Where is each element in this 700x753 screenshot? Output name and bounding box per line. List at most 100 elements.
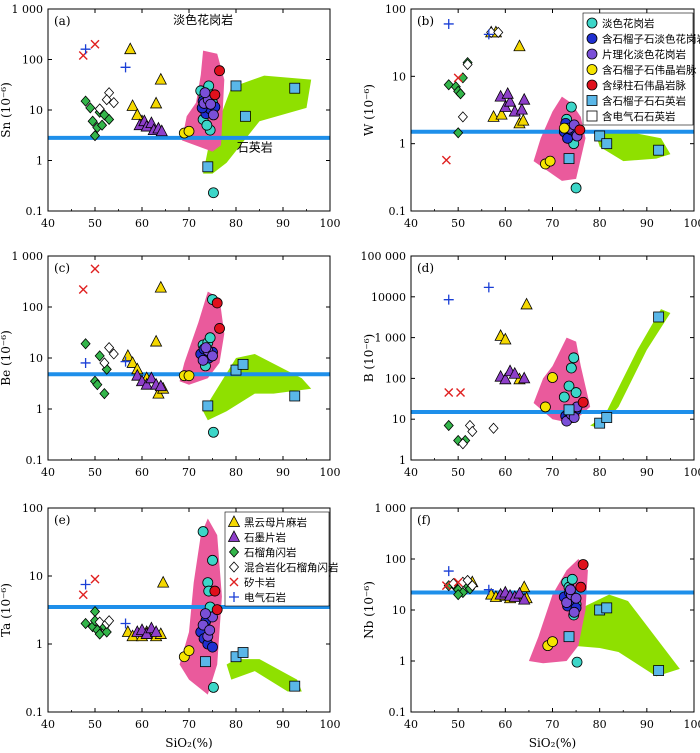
data-point-square <box>601 412 613 423</box>
x-tick-label: 100 <box>320 718 341 731</box>
quartzite-field <box>226 659 302 692</box>
leucogranite-field <box>179 291 225 385</box>
legend-marker-circle <box>586 48 598 60</box>
y-tick-label: 10 <box>29 352 43 365</box>
legend-marker-circle <box>586 17 598 29</box>
x-tick-label: 40 <box>41 466 55 479</box>
data-point-diamond <box>80 617 91 630</box>
data-point-diamond <box>488 422 499 434</box>
data-point-circle <box>563 380 575 392</box>
legend-box <box>224 511 330 607</box>
data-point-diamond <box>101 626 112 638</box>
x-tick-label: 90 <box>276 466 290 479</box>
data-point-diamond <box>443 419 454 432</box>
data-point-square <box>230 364 242 376</box>
data-point-circle <box>204 624 216 636</box>
quartzite-field <box>595 129 671 162</box>
data-point-diamond <box>99 388 110 400</box>
plot-area <box>48 518 330 695</box>
x-tick-label: 80 <box>229 466 243 479</box>
data-point-square <box>239 110 251 122</box>
data-point-diamond <box>457 438 468 450</box>
data-point-circle <box>183 645 195 656</box>
y-tick-label: 10 <box>29 104 43 117</box>
legend-label: 含石榴子石淡色花岗岩 <box>602 33 700 46</box>
legend-label: 石墨片岩 <box>244 531 286 544</box>
data-point-circle <box>208 426 219 438</box>
data-point-plus <box>120 618 131 629</box>
data-point-circle <box>183 370 195 382</box>
data-point-circle <box>540 401 551 413</box>
x-tick-label: 50 <box>88 718 102 731</box>
data-point-circle <box>201 119 213 131</box>
y-tick-label: 1 000 <box>375 502 407 515</box>
data-point-diamond <box>87 115 98 127</box>
panel-label: (b) <box>417 14 434 28</box>
data-point-diamond <box>101 94 112 106</box>
chart-panel-3: 40 50 60 70 80 90 100 0.1 1 10 100 1 000 (c) Be (10⁻⁶… <box>0 250 341 479</box>
panel-label: (a) <box>54 14 71 28</box>
x-tick-label: 80 <box>593 466 607 479</box>
y-tick-label: 1 000 <box>12 250 44 263</box>
data-point-x <box>444 388 454 398</box>
data-point-diamond <box>99 357 110 369</box>
x-tick-label: 90 <box>640 466 654 479</box>
y-tick-label: 100 000 <box>361 250 407 263</box>
data-point-circle <box>547 372 558 383</box>
data-point-circle <box>205 98 217 110</box>
x-tick-label: 60 <box>498 718 512 731</box>
quartzite-field <box>203 354 312 421</box>
data-point-square <box>289 390 301 402</box>
x-tick-label: 70 <box>546 718 560 731</box>
data-point-circle <box>571 656 583 668</box>
legend-marker-diamond <box>228 561 240 573</box>
panel-label: (c) <box>54 261 70 275</box>
data-point-triangle <box>518 580 531 593</box>
x-tick-label: 60 <box>135 217 149 230</box>
data-point-square <box>653 665 665 676</box>
plot-area <box>411 559 694 677</box>
y-tick-label: 10 <box>392 604 406 617</box>
y-tick-label: 1 000 <box>375 332 407 345</box>
data-point-square <box>237 647 249 658</box>
data-point-circle <box>575 581 587 593</box>
x-tick-label: 50 <box>451 217 465 230</box>
data-point-triangle <box>518 92 531 105</box>
y-tick-label: 0.1 <box>26 706 44 719</box>
legend-label: 电气石岩 <box>244 591 286 604</box>
data-point-diamond <box>104 113 115 126</box>
y-axis-label: Nb (10⁻⁶) <box>362 581 376 639</box>
data-point-diamond <box>94 616 105 628</box>
data-point-plus <box>443 294 454 305</box>
x-tick-label: 50 <box>451 466 465 479</box>
data-point-triangle <box>513 39 526 52</box>
y-axis-label: Ta (10⁻⁶) <box>0 583 13 637</box>
data-point-plus <box>80 579 91 590</box>
data-point-x <box>453 73 463 83</box>
data-point-square <box>594 417 606 429</box>
plot-area <box>411 282 694 450</box>
data-point-triangle <box>517 113 530 126</box>
y-axis-label: W (10⁻⁶) <box>362 84 376 136</box>
y-tick-label: 1 <box>399 655 406 668</box>
x-tick-label: 70 <box>182 217 196 230</box>
data-point-triangle <box>154 72 167 85</box>
data-point-circle <box>208 682 219 693</box>
x-tick-label: 100 <box>684 466 700 479</box>
y-tick-label: 100 <box>385 553 406 566</box>
y-tick-label: 1 000 <box>12 3 44 16</box>
x-tick-label: 70 <box>182 718 196 731</box>
y-tick-label: 100 <box>22 54 43 67</box>
data-point-circle <box>570 182 582 194</box>
data-point-plus <box>80 357 91 368</box>
data-point-circle <box>207 554 218 566</box>
data-point-circle <box>204 332 216 344</box>
data-point-square <box>289 82 301 94</box>
data-point-diamond <box>443 79 454 91</box>
data-point-triangle <box>155 124 168 137</box>
data-point-triangle <box>495 107 508 120</box>
field-annotation: 石英岩 <box>237 140 273 155</box>
legend-label: 含绿柱石伟晶岩脉 <box>602 79 686 92</box>
data-point-circle <box>565 362 577 374</box>
